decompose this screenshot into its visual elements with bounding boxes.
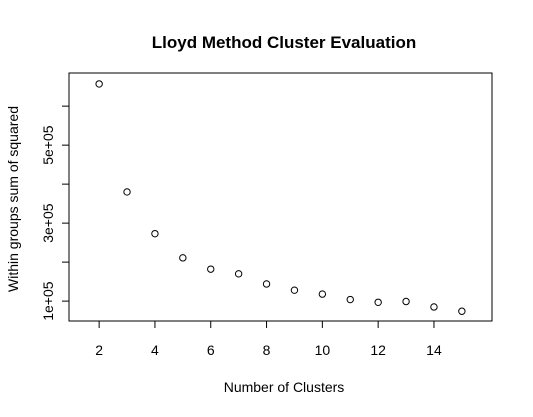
data-point bbox=[179, 254, 187, 262]
x-axis-label: Number of Clusters bbox=[224, 379, 345, 395]
x-tick-label: 12 bbox=[370, 342, 386, 358]
plot-frame bbox=[68, 72, 493, 322]
data-point bbox=[430, 303, 438, 311]
data-point bbox=[151, 229, 159, 238]
x-axis: 2 4 6 8 10 12 14 bbox=[95, 320, 442, 358]
data-point bbox=[234, 270, 243, 278]
x-tick-label: 4 bbox=[151, 342, 159, 358]
x-tick-label: 14 bbox=[426, 342, 442, 358]
data-point bbox=[207, 265, 215, 273]
x-tick-label: 10 bbox=[315, 342, 331, 358]
data-point bbox=[290, 286, 299, 294]
chart-title: Lloyd Method Cluster Evaluation bbox=[152, 33, 416, 52]
x-tick-label: 2 bbox=[95, 342, 103, 358]
y-tick-label: 3e+05 bbox=[40, 203, 56, 243]
data-point bbox=[318, 290, 327, 298]
data-points bbox=[95, 80, 466, 315]
data-point bbox=[262, 280, 271, 288]
x-tick-label: 6 bbox=[207, 342, 215, 358]
x-tick-label: 8 bbox=[263, 342, 271, 358]
y-tick-label: 1e+05 bbox=[40, 281, 56, 321]
data-point bbox=[402, 297, 410, 306]
y-tick-label: 5e+05 bbox=[40, 125, 56, 165]
data-point bbox=[123, 188, 131, 196]
data-point bbox=[374, 298, 382, 306]
y-axis: 1e+05 3e+05 5e+05 bbox=[40, 105, 70, 321]
data-point bbox=[458, 307, 466, 315]
y-axis-label: Within groups sum of squared bbox=[5, 106, 21, 292]
data-point bbox=[95, 80, 103, 88]
data-point bbox=[346, 295, 354, 304]
